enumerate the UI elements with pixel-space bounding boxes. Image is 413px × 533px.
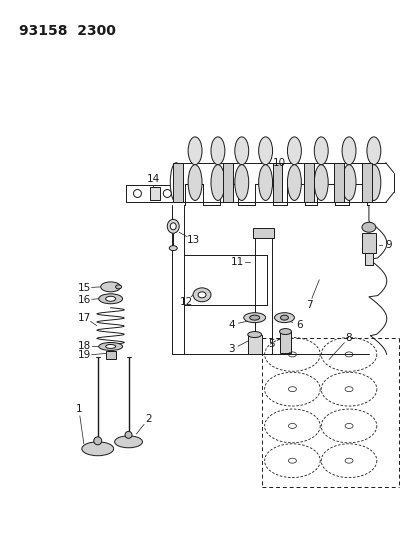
Bar — [361, 163, 371, 203]
Text: 8: 8 — [345, 333, 351, 343]
Ellipse shape — [125, 431, 132, 438]
Bar — [222, 163, 232, 203]
Bar — [150, 187, 160, 200]
Text: 1: 1 — [75, 404, 82, 414]
Text: 16: 16 — [78, 295, 91, 305]
Ellipse shape — [258, 137, 272, 165]
Ellipse shape — [243, 313, 265, 322]
Text: 11: 11 — [230, 257, 244, 267]
Text: 13: 13 — [186, 235, 199, 245]
Text: 4: 4 — [228, 320, 235, 329]
Text: 19: 19 — [78, 350, 91, 360]
Ellipse shape — [280, 315, 288, 320]
Ellipse shape — [133, 190, 141, 197]
Ellipse shape — [197, 292, 206, 298]
Bar — [364, 253, 372, 265]
Ellipse shape — [234, 165, 248, 200]
Text: 7: 7 — [305, 300, 312, 310]
Bar — [252, 228, 273, 238]
Ellipse shape — [366, 137, 380, 165]
Ellipse shape — [279, 328, 291, 335]
Ellipse shape — [258, 165, 272, 200]
Ellipse shape — [192, 288, 211, 302]
Ellipse shape — [361, 222, 375, 232]
Ellipse shape — [170, 163, 182, 203]
Ellipse shape — [188, 165, 202, 200]
Text: 17: 17 — [78, 313, 91, 322]
Text: 9: 9 — [385, 240, 391, 250]
Text: 6: 6 — [295, 320, 302, 329]
Ellipse shape — [341, 165, 355, 200]
Ellipse shape — [247, 332, 261, 337]
Ellipse shape — [287, 137, 301, 165]
Ellipse shape — [105, 344, 115, 349]
Ellipse shape — [211, 137, 224, 165]
Text: 93158  2300: 93158 2300 — [19, 23, 116, 38]
Ellipse shape — [313, 165, 328, 200]
Ellipse shape — [169, 246, 177, 251]
Ellipse shape — [170, 223, 176, 230]
Bar — [105, 351, 115, 359]
Ellipse shape — [98, 294, 122, 304]
Ellipse shape — [93, 437, 102, 445]
Text: 10: 10 — [272, 158, 285, 168]
Bar — [247, 335, 261, 354]
Ellipse shape — [341, 137, 355, 165]
Ellipse shape — [98, 343, 122, 350]
Bar — [272, 163, 282, 203]
Ellipse shape — [188, 137, 202, 165]
Text: 18: 18 — [78, 342, 91, 351]
Bar — [304, 163, 313, 203]
Text: 14: 14 — [146, 174, 159, 183]
Ellipse shape — [313, 137, 328, 165]
Bar — [333, 163, 343, 203]
Text: 5: 5 — [268, 340, 274, 350]
Bar — [279, 332, 291, 353]
Ellipse shape — [366, 165, 380, 200]
Ellipse shape — [114, 436, 142, 448]
Ellipse shape — [287, 165, 301, 200]
Text: 2: 2 — [145, 414, 151, 424]
Ellipse shape — [100, 282, 120, 292]
Ellipse shape — [234, 137, 248, 165]
Ellipse shape — [163, 190, 171, 197]
Ellipse shape — [167, 219, 179, 233]
Ellipse shape — [82, 442, 113, 456]
Bar — [361, 233, 375, 253]
Ellipse shape — [274, 313, 294, 322]
Bar — [173, 163, 183, 203]
Ellipse shape — [211, 165, 224, 200]
Text: 15: 15 — [78, 283, 91, 293]
Ellipse shape — [249, 315, 259, 320]
Text: 12: 12 — [179, 297, 192, 307]
Ellipse shape — [115, 285, 121, 289]
Ellipse shape — [105, 296, 115, 301]
Text: 3: 3 — [228, 344, 235, 354]
